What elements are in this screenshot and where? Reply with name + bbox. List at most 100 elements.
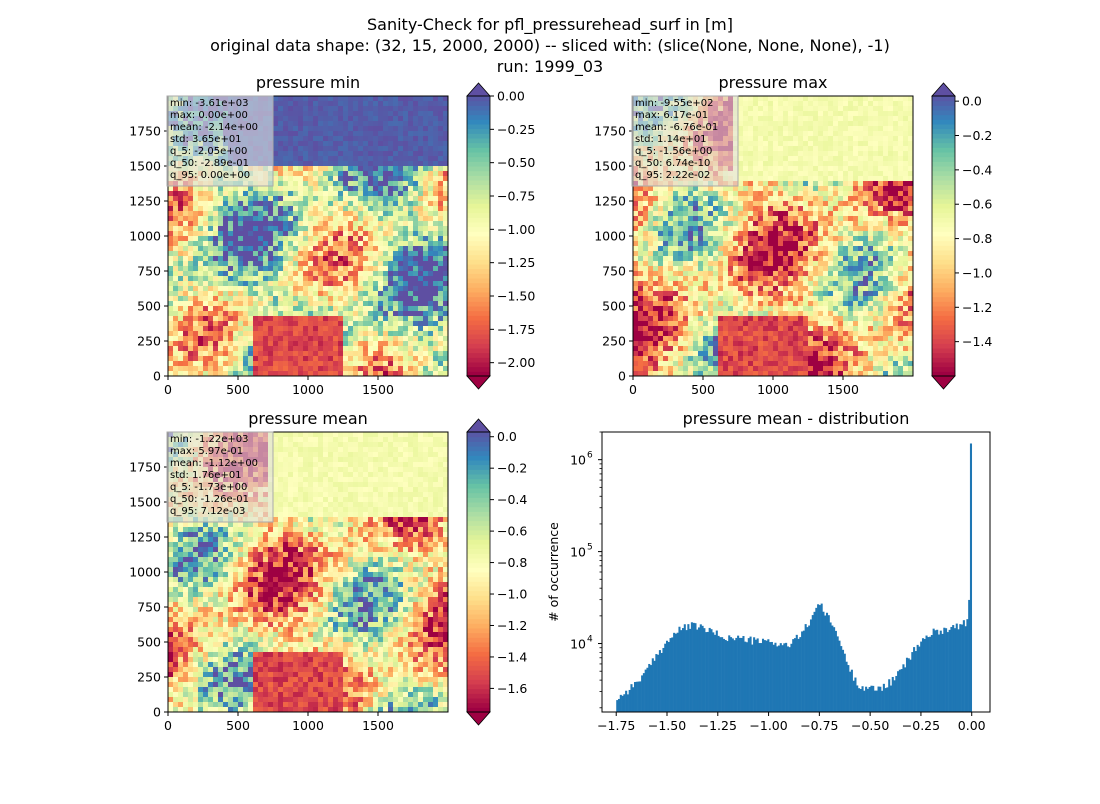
- heatmap-cell: [343, 151, 348, 156]
- heatmap-cell: [893, 126, 898, 131]
- heatmap-cell: [198, 366, 203, 371]
- heatmap-cell: [863, 206, 868, 211]
- heatmap-cell: [773, 136, 778, 141]
- heatmap-cell: [368, 121, 373, 126]
- heatmap-cell: [828, 166, 833, 171]
- heatmap-cell: [323, 211, 328, 216]
- heatmap-cell: [748, 196, 753, 201]
- heatmap-cell: [698, 196, 703, 201]
- heatmap-cell: [173, 321, 178, 326]
- heatmap-cell: [238, 286, 243, 291]
- heatmap-cell: [413, 286, 418, 291]
- figure-title-line-1: Sanity-Check for pfl_pressurehead_surf i…: [367, 15, 733, 35]
- heatmap-cell: [323, 171, 328, 176]
- heatmap-cell: [178, 251, 183, 256]
- heatmap-cell: [203, 191, 208, 196]
- x-tick-label: 1500: [362, 382, 394, 397]
- heatmap-cell: [358, 366, 363, 371]
- heatmap-cell: [758, 216, 763, 221]
- heatmap-cell: [733, 216, 738, 221]
- heatmap-cell: [168, 331, 173, 336]
- heatmap-cell: [413, 131, 418, 136]
- heatmap-cell: [243, 271, 248, 276]
- heatmap-cell: [843, 211, 848, 216]
- heatmap-cell: [308, 326, 313, 331]
- heatmap-cell: [743, 191, 748, 196]
- heatmap-cell: [903, 216, 908, 221]
- heatmap-cell: [328, 341, 333, 346]
- heatmap-cell: [868, 246, 873, 251]
- heatmap-cell: [398, 161, 403, 166]
- heatmap-cell: [408, 321, 413, 326]
- heatmap-cell: [378, 181, 383, 186]
- heatmap-cell: [803, 221, 808, 226]
- heatmap-cell: [258, 336, 263, 341]
- heatmap-cell: [328, 326, 333, 331]
- heatmap-cell: [233, 206, 238, 211]
- heatmap-cell: [838, 161, 843, 166]
- heatmap-cell: [278, 196, 283, 201]
- heatmap-cell: [798, 121, 803, 126]
- heatmap-cell: [308, 226, 313, 231]
- heatmap-cell: [743, 181, 748, 186]
- heatmap-cell: [903, 201, 908, 206]
- heatmap-cell: [273, 191, 278, 196]
- heatmap-cell: [363, 286, 368, 291]
- heatmap-cell: [368, 286, 373, 291]
- heatmap-cell: [438, 361, 443, 366]
- heatmap-cell: [413, 181, 418, 186]
- heatmap-cell: [218, 276, 223, 281]
- heatmap-cell: [438, 291, 443, 296]
- heatmap-cell: [418, 246, 423, 251]
- heatmap-cell: [313, 131, 318, 136]
- heatmap-cell: [798, 226, 803, 231]
- heatmap-cell: [318, 146, 323, 151]
- heatmap-cell: [173, 221, 178, 226]
- heatmap-cell: [853, 236, 858, 241]
- heatmap-cell: [263, 356, 268, 361]
- heatmap-cell: [288, 236, 293, 241]
- heatmap-cell: [238, 346, 243, 351]
- heatmap-cell: [808, 221, 813, 226]
- heatmap-cell: [283, 311, 288, 316]
- heatmap-cell: [438, 336, 443, 341]
- heatmap-cell: [878, 221, 883, 226]
- heatmap-cell: [813, 176, 818, 181]
- heatmap-cell: [338, 356, 343, 361]
- heatmap-cell: [768, 136, 773, 141]
- heatmap-cell: [818, 136, 823, 141]
- heatmap-cell: [168, 246, 173, 251]
- heatmap-cell: [658, 241, 663, 246]
- heatmap-cell: [378, 141, 383, 146]
- heatmap-cell: [168, 216, 173, 221]
- heatmap-cell: [738, 176, 743, 181]
- heatmap-cell: [218, 311, 223, 316]
- heatmap-cell: [318, 251, 323, 256]
- heatmap-cell: [318, 156, 323, 161]
- heatmap-cell: [733, 211, 738, 216]
- heatmap-cell: [793, 171, 798, 176]
- heatmap-cell: [308, 231, 313, 236]
- heatmap-cell: [848, 161, 853, 166]
- heatmap-cell: [813, 201, 818, 206]
- heatmap-cell: [818, 201, 823, 206]
- heatmap-cell: [333, 346, 338, 351]
- heatmap-cell: [388, 166, 393, 171]
- heatmap-cell: [363, 116, 368, 121]
- heatmap-cell: [798, 141, 803, 146]
- heatmap-cell: [748, 116, 753, 121]
- heatmap-cell: [673, 201, 678, 206]
- heatmap-cell: [198, 231, 203, 236]
- heatmap-cell: [838, 111, 843, 116]
- heatmap-cell: [313, 136, 318, 141]
- colorbar-extend-min: [467, 376, 490, 389]
- heatmap-cell: [278, 326, 283, 331]
- heatmap-cell: [833, 231, 838, 236]
- heatmap-cell: [383, 241, 388, 246]
- heatmap-cell: [433, 316, 438, 321]
- heatmap-cell: [348, 156, 353, 161]
- heatmap-cell: [738, 146, 743, 151]
- heatmap-cell: [808, 126, 813, 131]
- heatmap-cell: [783, 156, 788, 161]
- heatmap-cell: [318, 276, 323, 281]
